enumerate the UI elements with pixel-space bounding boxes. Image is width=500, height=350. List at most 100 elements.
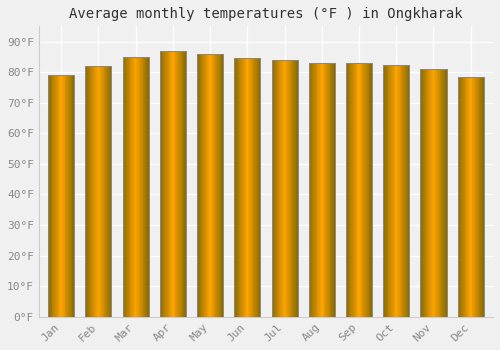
Bar	[185, 51, 186, 317]
Bar	[388, 64, 390, 317]
Bar	[445, 69, 446, 317]
Bar	[316, 63, 318, 317]
Bar	[48, 75, 49, 317]
Bar	[141, 57, 142, 317]
Bar	[176, 51, 177, 317]
Bar	[422, 69, 423, 317]
Bar	[184, 51, 185, 317]
Bar	[101, 66, 102, 317]
Bar	[55, 75, 56, 317]
Bar	[371, 63, 372, 317]
Bar	[88, 66, 89, 317]
Bar	[435, 69, 436, 317]
Bar	[287, 60, 288, 317]
Bar	[295, 60, 296, 317]
Bar	[440, 69, 442, 317]
Bar	[50, 75, 51, 317]
Bar	[438, 69, 440, 317]
Bar	[140, 57, 141, 317]
Bar	[436, 69, 437, 317]
Bar	[106, 66, 107, 317]
Bar	[383, 64, 384, 317]
Bar	[283, 60, 284, 317]
Bar	[171, 51, 172, 317]
Bar	[209, 54, 210, 317]
Bar	[95, 66, 96, 317]
Bar	[467, 77, 468, 317]
Bar	[134, 57, 136, 317]
Bar	[432, 69, 434, 317]
Bar	[321, 63, 322, 317]
Bar	[313, 63, 314, 317]
Bar	[243, 58, 244, 317]
Bar	[425, 69, 426, 317]
Bar	[98, 66, 99, 317]
Bar	[177, 51, 178, 317]
Bar	[318, 63, 319, 317]
Bar	[314, 63, 315, 317]
Bar	[173, 51, 174, 317]
Bar	[58, 75, 59, 317]
Bar	[202, 54, 203, 317]
Bar	[396, 64, 397, 317]
Bar	[289, 60, 290, 317]
Bar	[394, 64, 396, 317]
Bar	[280, 60, 281, 317]
Bar	[220, 54, 222, 317]
Bar	[205, 54, 206, 317]
Bar	[63, 75, 64, 317]
Bar	[361, 63, 362, 317]
Bar	[210, 54, 211, 317]
Bar	[272, 60, 274, 317]
Bar	[385, 64, 386, 317]
Bar	[216, 54, 217, 317]
Bar	[482, 77, 483, 317]
Bar	[470, 77, 472, 317]
Bar	[178, 51, 179, 317]
Bar	[392, 64, 393, 317]
Bar	[145, 57, 146, 317]
Bar	[167, 51, 168, 317]
Bar	[203, 54, 204, 317]
Bar	[386, 64, 388, 317]
Bar	[99, 66, 100, 317]
Bar	[70, 75, 72, 317]
Bar	[326, 63, 327, 317]
Bar	[364, 63, 365, 317]
Bar	[480, 77, 481, 317]
Bar	[234, 58, 235, 317]
Bar	[426, 69, 428, 317]
Bar	[366, 63, 367, 317]
Bar	[96, 66, 98, 317]
Bar	[468, 77, 469, 317]
Bar	[200, 54, 202, 317]
Bar	[390, 64, 391, 317]
Bar	[69, 75, 70, 317]
Bar	[428, 69, 429, 317]
Bar	[237, 58, 238, 317]
Bar	[162, 51, 164, 317]
Bar	[365, 63, 366, 317]
Bar	[354, 63, 356, 317]
Bar	[166, 51, 167, 317]
Bar	[182, 51, 184, 317]
Bar	[466, 77, 467, 317]
Bar	[478, 77, 480, 317]
Bar	[352, 63, 353, 317]
Bar	[199, 54, 200, 317]
Bar	[246, 58, 248, 317]
Bar	[168, 51, 170, 317]
Bar	[52, 75, 54, 317]
Bar	[107, 66, 108, 317]
Bar	[310, 63, 312, 317]
Bar	[391, 64, 392, 317]
Bar	[56, 75, 57, 317]
Bar	[351, 63, 352, 317]
Bar	[124, 57, 125, 317]
Bar	[211, 54, 212, 317]
Bar	[133, 57, 134, 317]
Bar	[358, 63, 359, 317]
Bar	[66, 75, 67, 317]
Bar	[319, 63, 320, 317]
Bar	[164, 51, 165, 317]
